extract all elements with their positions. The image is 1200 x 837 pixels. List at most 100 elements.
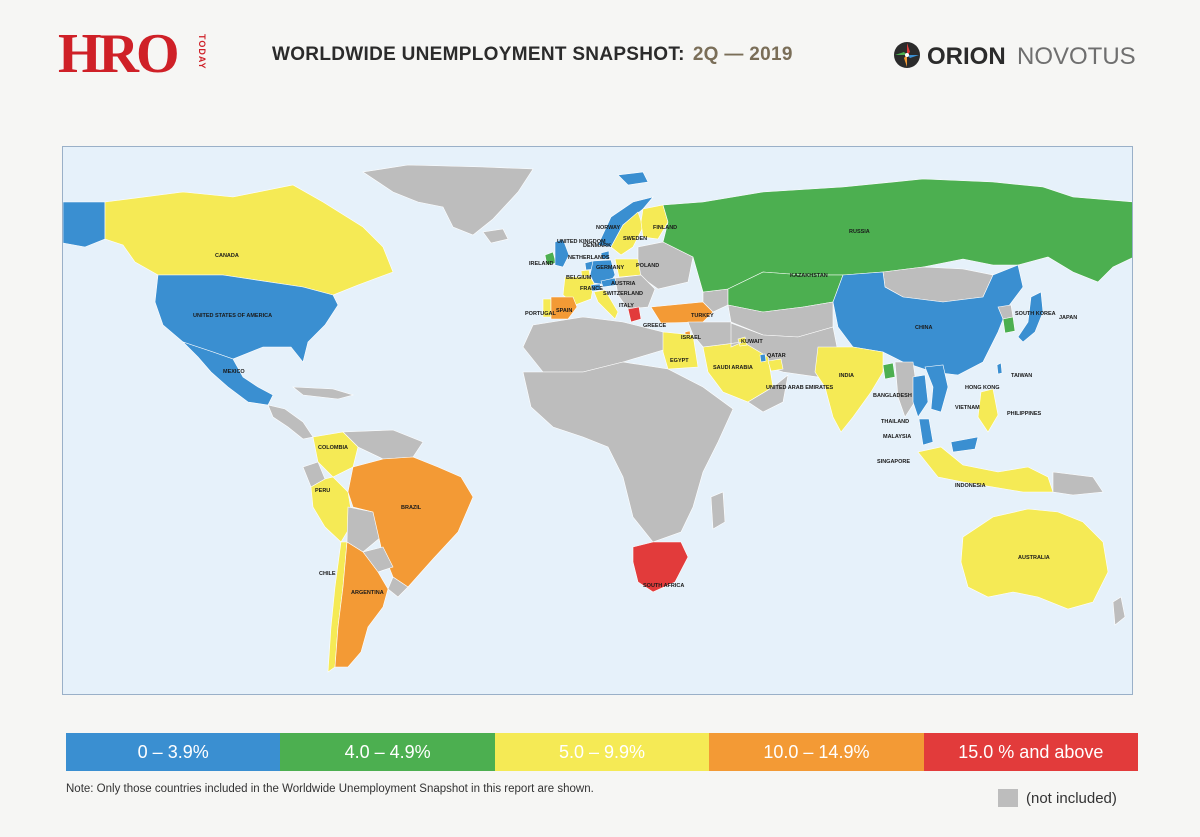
label-south-africa: SOUTH AFRICA bbox=[643, 583, 684, 589]
legend-band: 0 – 3.9% bbox=[66, 733, 281, 771]
not-included-label: (not included) bbox=[1026, 790, 1117, 807]
label-china: CHINA bbox=[915, 325, 932, 331]
not-included-swatch bbox=[998, 789, 1018, 807]
label-uae: UNITED ARAB EMIRATES bbox=[766, 385, 834, 391]
russia bbox=[662, 178, 1132, 293]
label-finland: FINLAND bbox=[653, 225, 677, 231]
label-italy: ITALY bbox=[619, 303, 634, 309]
indonesia bbox=[917, 446, 1054, 493]
south-africa bbox=[632, 541, 689, 593]
label-thailand: THAILAND bbox=[881, 419, 909, 425]
label-saudi-arabia: SAUDI ARABIA bbox=[713, 365, 753, 371]
world-map-svg: CANADA UNITED STATES OF AMERICA MEXICO C… bbox=[63, 164, 1132, 673]
greece bbox=[627, 306, 642, 323]
label-russia: RUSSIA bbox=[849, 229, 870, 235]
bangladesh bbox=[882, 362, 896, 380]
label-austria: AUSTRIA bbox=[611, 281, 635, 287]
caribbean bbox=[292, 386, 355, 400]
title-period: 2Q — 2019 bbox=[692, 44, 793, 65]
label-philippines: PHILIPPINES bbox=[1007, 411, 1042, 417]
qatar bbox=[759, 353, 767, 363]
label-hong-kong: HONG KONG bbox=[965, 385, 1000, 391]
compass-icon bbox=[894, 42, 920, 68]
papua bbox=[1052, 471, 1104, 496]
north-africa bbox=[522, 316, 674, 373]
label-india: INDIA bbox=[839, 373, 854, 379]
legend-band: 10.0 – 14.9% bbox=[709, 733, 924, 771]
central-america bbox=[267, 404, 314, 440]
legend-band: 15.0 % and above bbox=[923, 733, 1139, 771]
finland bbox=[640, 204, 669, 240]
legend-band: 4.0 – 4.9% bbox=[280, 733, 495, 771]
label-colombia: COLOMBIA bbox=[318, 445, 348, 451]
label-qatar: QATAR bbox=[767, 353, 786, 359]
vietnam bbox=[924, 364, 949, 413]
label-kuwait: KUWAIT bbox=[741, 339, 763, 345]
switzerland bbox=[590, 283, 602, 292]
mexico bbox=[182, 341, 274, 406]
world-map: CANADA UNITED STATES OF AMERICA MEXICO C… bbox=[62, 146, 1133, 695]
spain bbox=[550, 296, 578, 320]
yemen-oman bbox=[747, 374, 789, 413]
alaska bbox=[63, 201, 106, 248]
brazil bbox=[347, 456, 474, 588]
usa bbox=[154, 274, 339, 363]
label-poland: POLAND bbox=[636, 263, 659, 269]
label-bangladesh: BANGLADESH bbox=[873, 393, 912, 399]
label-switzerland: SWITZERLAND bbox=[603, 291, 643, 297]
philippines bbox=[977, 388, 999, 433]
brand-name-bold: ORION bbox=[927, 43, 1006, 70]
label-norway: NORWAY bbox=[596, 225, 620, 231]
page-title: WORLDWIDE UNEMPLOYMENT SNAPSHOT: 2Q — 201… bbox=[272, 44, 793, 66]
label-sweden: SWEDEN bbox=[623, 236, 647, 242]
label-israel: ISRAEL bbox=[681, 335, 702, 341]
turkey bbox=[650, 301, 714, 324]
label-germany: GERMANY bbox=[596, 265, 624, 271]
iceland bbox=[482, 228, 509, 244]
uae bbox=[767, 358, 784, 372]
label-chile: CHILE bbox=[319, 571, 336, 577]
label-turkey: TURKEY bbox=[691, 313, 714, 319]
footnote: Note: Only those countries included in t… bbox=[66, 783, 594, 795]
label-argentina: ARGENTINA bbox=[351, 590, 384, 596]
malaysia-east bbox=[950, 436, 979, 453]
label-egypt: EGYPT bbox=[670, 358, 689, 364]
label-indonesia: INDONESIA bbox=[955, 483, 986, 489]
label-belgium: BELGIUM bbox=[566, 275, 592, 281]
label-netherlands: NETHERLANDS bbox=[568, 255, 610, 261]
new-zealand bbox=[1112, 596, 1126, 626]
label-france: FRANCE bbox=[580, 286, 603, 292]
label-greece: GREECE bbox=[643, 323, 667, 329]
label-usa: UNITED STATES OF AMERICA bbox=[193, 313, 272, 319]
canada bbox=[104, 184, 394, 296]
label-mexico: MEXICO bbox=[223, 369, 245, 375]
header: HRO TODAY WORLDWIDE UNEMPLOYMENT SNAPSHO… bbox=[0, 0, 1200, 120]
south-korea bbox=[1002, 316, 1016, 334]
label-denmark: DENMARK bbox=[583, 243, 611, 249]
central-africa bbox=[522, 361, 734, 543]
label-brazil: BRAZIL bbox=[401, 505, 422, 511]
myanmar bbox=[894, 361, 919, 418]
balkans bbox=[614, 274, 656, 310]
label-peru: PERU bbox=[315, 488, 330, 494]
label-portugal: PORTUGAL bbox=[525, 311, 557, 317]
label-south-korea: SOUTH KOREA bbox=[1015, 311, 1056, 317]
thailand bbox=[912, 374, 929, 418]
label-kazakhstan: KAZAKHSTAN bbox=[790, 273, 828, 279]
label-japan: JAPAN bbox=[1059, 315, 1077, 321]
egypt bbox=[662, 331, 699, 370]
label-uk: UNITED KINGDOM bbox=[557, 239, 606, 245]
argentina bbox=[334, 541, 389, 668]
uruguay bbox=[387, 576, 409, 598]
legend-band: 5.0 – 9.9% bbox=[494, 733, 710, 771]
hro-today-logo: HRO bbox=[58, 23, 180, 85]
label-ireland: IRELAND bbox=[529, 261, 553, 267]
label-malaysia: MALAYSIA bbox=[883, 434, 911, 440]
denmark bbox=[600, 250, 610, 260]
label-spain: SPAIN bbox=[556, 308, 572, 314]
svalbard bbox=[617, 171, 649, 186]
hro-today-logo-sub: TODAY bbox=[197, 34, 207, 70]
belgium bbox=[580, 269, 591, 278]
peru bbox=[310, 476, 354, 543]
japan bbox=[1017, 291, 1044, 343]
